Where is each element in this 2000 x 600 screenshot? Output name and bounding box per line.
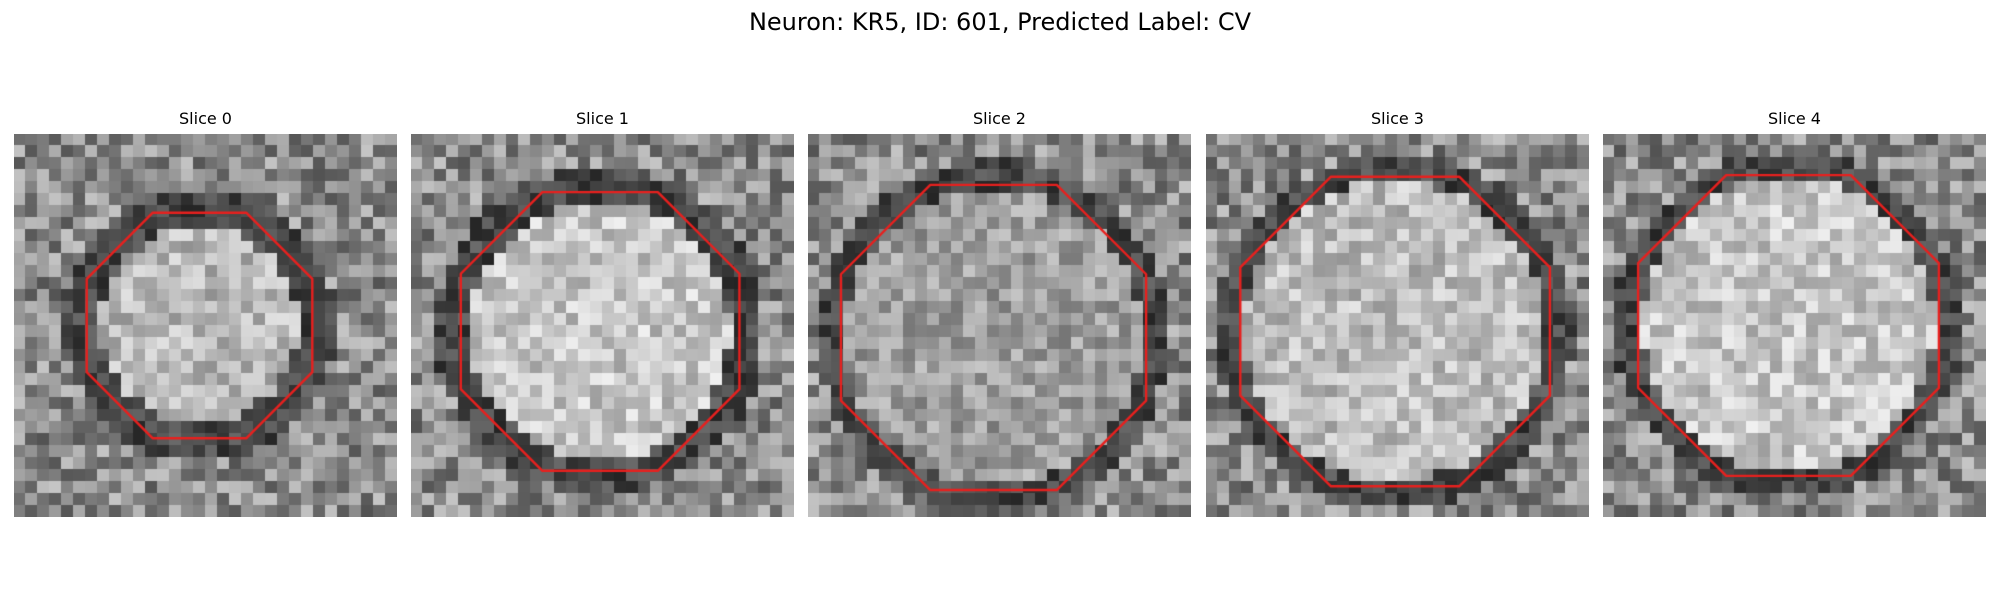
slice-panel-4: Slice 4 <box>1603 109 1986 517</box>
slice-title-1: Slice 1 <box>576 109 629 128</box>
slice-image-3 <box>1206 134 1589 517</box>
slice-panel-2: Slice 2 <box>808 109 1191 517</box>
figure-title: Neuron: KR5, ID: 601, Predicted Label: C… <box>748 8 1252 36</box>
slice-panel-3: Slice 3 <box>1206 109 1589 517</box>
slice-panel-1: Slice 1 <box>411 109 794 517</box>
slice-image-4 <box>1603 134 1986 517</box>
slice-title-4: Slice 4 <box>1768 109 1821 128</box>
slice-title-3: Slice 3 <box>1371 109 1424 128</box>
slice-title-0: Slice 0 <box>179 109 232 128</box>
slice-panel-0: Slice 0 <box>14 109 397 517</box>
slice-image-0 <box>14 134 397 517</box>
slice-image-2 <box>808 134 1191 517</box>
slice-title-2: Slice 2 <box>973 109 1026 128</box>
slice-image-1 <box>411 134 794 517</box>
